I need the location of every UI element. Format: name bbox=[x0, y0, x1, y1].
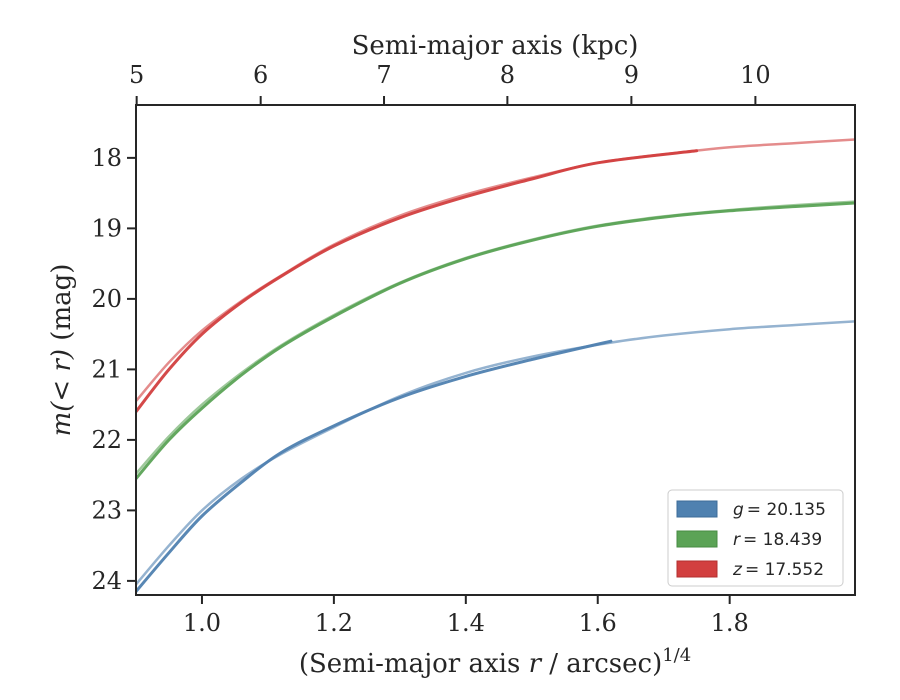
y-tick-label: 23 bbox=[91, 496, 122, 524]
top-tick-label: 10 bbox=[740, 61, 771, 89]
y-tick-label: 20 bbox=[91, 285, 122, 313]
top-tick-label: 9 bbox=[624, 61, 639, 89]
top-tick-label: 6 bbox=[253, 61, 268, 89]
model-curve-g bbox=[136, 320, 855, 586]
legend-item-g: g = 20.135 bbox=[676, 500, 826, 520]
y-axis-title: m(< r) (mag) bbox=[47, 264, 77, 437]
y-tick-label: 18 bbox=[91, 144, 122, 172]
x-tick-label: 1.4 bbox=[447, 609, 485, 637]
x-tick-label: 1.8 bbox=[711, 609, 749, 637]
x-tick-label: 1.2 bbox=[315, 609, 353, 637]
legend-swatch-g bbox=[676, 500, 718, 518]
x-axis-title: (Semi-major axis r / arcsec)1/4 bbox=[299, 645, 691, 679]
y-tick-label: 24 bbox=[91, 567, 122, 595]
legend-item-z: z = 17.552 bbox=[676, 560, 824, 580]
x-tick-label: 1.6 bbox=[579, 609, 617, 637]
top-tick-label: 7 bbox=[376, 61, 391, 89]
legend-label-r: r = 18.439 bbox=[733, 530, 822, 550]
y-tick-label: 21 bbox=[91, 355, 122, 383]
top-tick-label: 8 bbox=[500, 61, 515, 89]
observed-curve-z bbox=[136, 149, 699, 414]
legend-swatch-r bbox=[676, 530, 718, 548]
bottom-axis: 1.0 1.2 1.4 1.6 1.8 bbox=[183, 595, 749, 637]
legend-item-r: r = 18.439 bbox=[676, 530, 822, 550]
series-layer bbox=[136, 138, 855, 593]
observed-curve-g bbox=[136, 339, 613, 593]
y-tick-label: 19 bbox=[91, 214, 122, 242]
legend-swatch-z bbox=[676, 560, 718, 578]
y-tick-label: 22 bbox=[91, 426, 122, 454]
observed-curve-r bbox=[136, 201, 855, 481]
model-curve-z bbox=[136, 138, 855, 403]
legend-label-g: g = 20.135 bbox=[733, 500, 826, 520]
x-tick-label: 1.0 bbox=[183, 609, 221, 637]
legend-label-z: z = 17.552 bbox=[732, 560, 824, 580]
left-axis: 18 19 20 21 22 23 24 bbox=[91, 144, 136, 595]
plot-frame bbox=[135, 104, 856, 596]
top-axis-title: Semi-major axis (kpc) bbox=[352, 31, 639, 61]
top-tick-label: 5 bbox=[129, 61, 144, 89]
legend: g = 20.135 r = 18.439 z = 17.552 bbox=[667, 489, 844, 587]
top-axis: 5 6 7 8 9 10 bbox=[129, 61, 771, 105]
model-curve-r bbox=[136, 200, 855, 475]
